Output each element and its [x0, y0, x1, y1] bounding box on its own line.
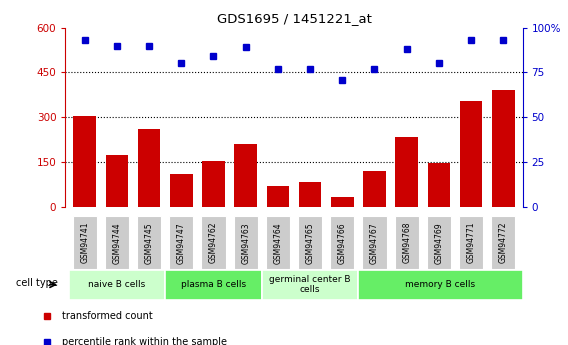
Bar	[170, 174, 193, 207]
Bar	[202, 161, 225, 207]
Bar	[73, 116, 96, 207]
FancyBboxPatch shape	[330, 216, 354, 269]
Bar	[299, 181, 321, 207]
FancyBboxPatch shape	[459, 216, 483, 269]
Bar	[395, 137, 418, 207]
FancyBboxPatch shape	[233, 216, 258, 269]
Text: GSM94763: GSM94763	[241, 222, 250, 264]
Bar	[235, 144, 257, 207]
FancyBboxPatch shape	[137, 216, 161, 269]
Text: GSM94762: GSM94762	[209, 222, 218, 264]
Text: GSM94745: GSM94745	[144, 222, 153, 264]
Text: GSM94747: GSM94747	[177, 222, 186, 264]
FancyBboxPatch shape	[69, 270, 165, 299]
Bar	[138, 129, 160, 207]
FancyBboxPatch shape	[105, 216, 129, 269]
Text: memory B cells: memory B cells	[406, 280, 475, 289]
Title: GDS1695 / 1451221_at: GDS1695 / 1451221_at	[216, 12, 371, 25]
FancyBboxPatch shape	[73, 216, 97, 269]
Text: percentile rank within the sample: percentile rank within the sample	[61, 337, 227, 345]
Text: GSM94768: GSM94768	[402, 222, 411, 264]
Text: naive B cells: naive B cells	[88, 280, 145, 289]
FancyBboxPatch shape	[395, 216, 419, 269]
Text: GSM94772: GSM94772	[499, 222, 508, 264]
FancyBboxPatch shape	[262, 270, 358, 299]
Bar	[266, 186, 289, 207]
Text: GSM94765: GSM94765	[306, 222, 315, 264]
Bar	[460, 101, 482, 207]
Bar	[331, 197, 353, 207]
FancyBboxPatch shape	[266, 216, 290, 269]
Bar	[428, 163, 450, 207]
FancyBboxPatch shape	[427, 216, 451, 269]
Text: transformed count: transformed count	[61, 311, 152, 321]
Text: cell type: cell type	[16, 278, 58, 288]
Text: GSM94767: GSM94767	[370, 222, 379, 264]
FancyBboxPatch shape	[358, 270, 523, 299]
FancyBboxPatch shape	[362, 216, 386, 269]
Text: GSM94744: GSM94744	[112, 222, 122, 264]
Text: GSM94766: GSM94766	[338, 222, 346, 264]
FancyBboxPatch shape	[491, 216, 515, 269]
Text: GSM94741: GSM94741	[80, 222, 89, 264]
Text: GSM94769: GSM94769	[435, 222, 444, 264]
Text: plasma B cells: plasma B cells	[181, 280, 246, 289]
Bar	[492, 90, 515, 207]
Text: GSM94771: GSM94771	[466, 222, 475, 264]
Bar	[106, 155, 128, 207]
Text: GSM94764: GSM94764	[273, 222, 282, 264]
Text: germinal center B
cells: germinal center B cells	[269, 275, 351, 294]
FancyBboxPatch shape	[202, 216, 225, 269]
FancyBboxPatch shape	[298, 216, 322, 269]
Bar	[363, 171, 386, 207]
FancyBboxPatch shape	[169, 216, 193, 269]
FancyBboxPatch shape	[165, 270, 262, 299]
